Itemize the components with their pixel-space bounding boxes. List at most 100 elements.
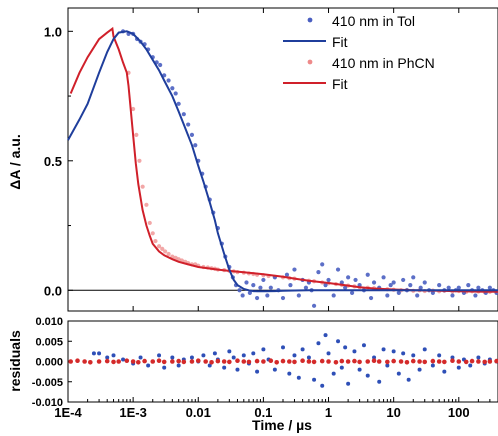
residual-point <box>336 339 341 344</box>
data-point <box>288 283 293 288</box>
residual-point <box>138 355 143 360</box>
data-point <box>147 220 152 226</box>
residual-point <box>333 360 339 365</box>
residuals-series <box>68 333 498 388</box>
residual-point <box>281 345 285 350</box>
residual-point <box>251 351 256 356</box>
data-point <box>292 267 297 272</box>
residual-point <box>326 351 331 356</box>
data-point <box>353 277 358 283</box>
residual-points-phcn <box>68 358 498 365</box>
residuals-y-tick-label: -0.010 <box>32 397 63 409</box>
data-point <box>368 295 374 301</box>
data-point <box>173 91 178 96</box>
residual-point <box>401 351 406 356</box>
residual-point <box>365 373 370 378</box>
series-points-phcn <box>126 70 498 295</box>
data-point <box>296 293 301 298</box>
data-point <box>391 280 396 285</box>
residual-point <box>162 365 167 370</box>
data-point <box>473 293 478 298</box>
residual-point <box>104 358 110 364</box>
main-y-axis-title: ΔA / a.u. <box>7 134 23 189</box>
residual-point <box>323 333 328 338</box>
residual-point <box>246 359 252 365</box>
legend: 410 nm in Tol Fit 410 nm in PhCN Fit <box>283 13 435 92</box>
residual-point <box>142 358 147 364</box>
residuals-x-ticks: 1E-4 1E-3 0.01 0.1 1 10 100 <box>54 397 498 420</box>
residual-point <box>170 359 175 364</box>
data-point <box>144 202 149 207</box>
residual-point <box>280 358 286 364</box>
data-point <box>487 285 492 290</box>
residual-point <box>487 359 493 364</box>
residual-point <box>404 360 410 365</box>
residual-point <box>306 355 311 360</box>
data-point <box>411 275 416 280</box>
residual-point <box>116 359 121 364</box>
residual-point <box>463 359 469 365</box>
data-point <box>254 295 260 301</box>
residual-point <box>287 359 292 364</box>
data-point <box>335 267 341 272</box>
legend-label-phcn-fit: Fit <box>332 76 348 92</box>
residual-point <box>150 359 156 364</box>
residuals-y-tick-label: 0.010 <box>35 316 63 328</box>
main-plot-frame <box>67 7 498 312</box>
residual-point <box>411 353 416 358</box>
data-point <box>153 238 158 244</box>
residual-point <box>319 358 325 364</box>
data-point <box>193 143 198 148</box>
data-point <box>265 293 270 298</box>
data-point <box>320 262 325 267</box>
residuals-y-tick-label: 0.000 <box>35 357 63 369</box>
residual-point <box>381 347 386 352</box>
residual-point <box>215 358 221 364</box>
residual-point <box>339 358 345 364</box>
data-point <box>268 285 273 290</box>
data-point <box>396 290 401 295</box>
residual-point <box>212 351 217 356</box>
data-point <box>381 275 386 280</box>
residual-point <box>209 360 214 365</box>
residuals-y-ticks: -0.010 -0.005 0.000 0.005 0.010 <box>32 316 72 409</box>
residual-point <box>417 359 422 364</box>
data-point <box>446 285 451 290</box>
data-point <box>326 277 331 283</box>
data-point <box>371 280 377 285</box>
residual-point <box>227 359 232 365</box>
residual-point <box>410 358 416 364</box>
data-point <box>166 78 171 83</box>
x-tick-label: 100 <box>448 405 470 420</box>
x-tick-label: 0.1 <box>254 405 272 420</box>
residuals-y-tick-label: 0.005 <box>35 336 63 348</box>
residual-point <box>306 359 312 364</box>
residual-point <box>361 343 366 348</box>
residual-point <box>482 359 488 365</box>
x-axis-title: Time / µs <box>252 417 312 433</box>
data-point <box>247 290 252 295</box>
residual-point <box>326 359 331 364</box>
data-point <box>422 280 427 285</box>
data-point <box>343 285 348 290</box>
data-point <box>437 283 442 288</box>
residual-point <box>146 363 151 368</box>
data-point <box>311 303 317 308</box>
legend-marker <box>307 59 313 65</box>
residual-point <box>311 359 317 365</box>
data-point <box>415 293 420 298</box>
residual-point <box>456 365 461 370</box>
legend-label-tol: 410 nm in Tol <box>332 13 415 29</box>
data-point <box>131 106 136 112</box>
x-tick-label: 0.01 <box>186 405 211 420</box>
residual-point <box>376 359 382 364</box>
residual-point <box>189 355 194 360</box>
residual-point <box>331 371 336 376</box>
data-point <box>316 270 321 275</box>
residual-point <box>91 351 96 356</box>
residual-point <box>254 358 260 364</box>
residual-point <box>268 358 274 363</box>
series-points-tol <box>120 29 498 308</box>
data-point <box>331 293 336 298</box>
residual-point <box>417 367 422 372</box>
